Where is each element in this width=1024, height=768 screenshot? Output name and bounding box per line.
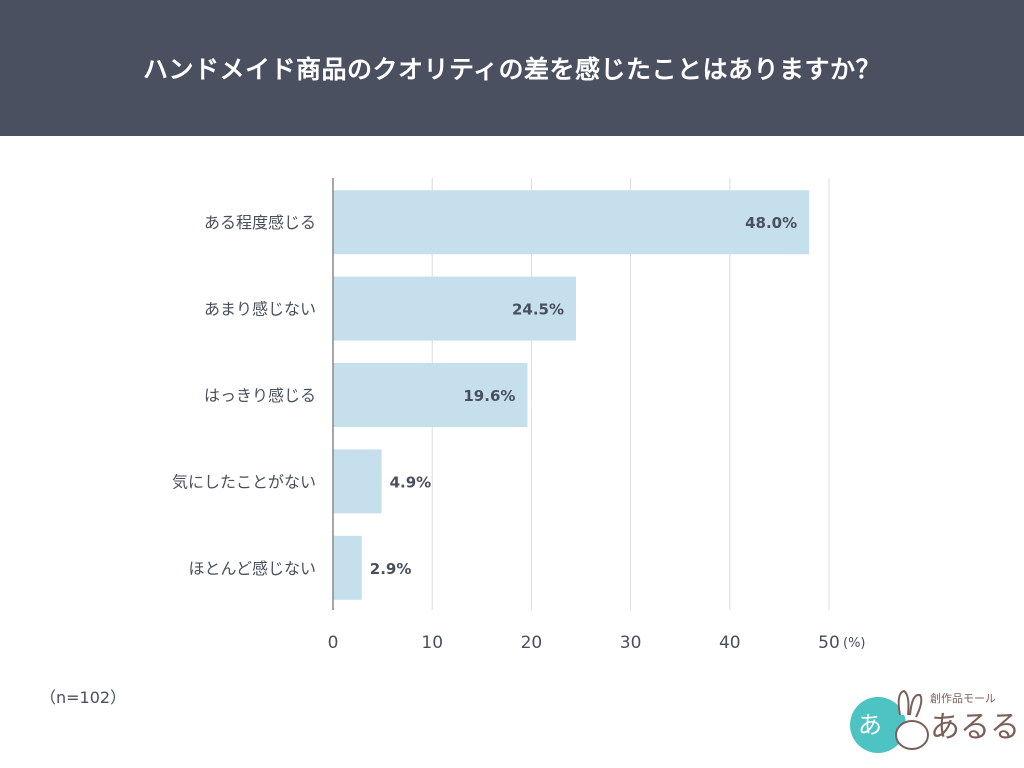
x-tick-label: 0	[328, 633, 339, 653]
category-label: ある程度感じる	[204, 213, 316, 232]
category-label: はっきり感じる	[204, 386, 316, 405]
data-label: 48.0%	[745, 214, 797, 232]
data-label: 4.9%	[390, 473, 432, 491]
data-label: 19.6%	[463, 387, 515, 405]
x-tick-label: 50	[818, 633, 840, 653]
svg-text:創作品モール: 創作品モール	[930, 691, 996, 705]
bar	[333, 276, 577, 341]
sample-size-note: （n=102）	[40, 688, 127, 707]
bar	[333, 449, 382, 514]
svg-text:あるる: あるる	[930, 710, 1020, 745]
bar	[333, 190, 810, 255]
category-label: 気にしたことがない	[172, 472, 316, 491]
aruru-logo: あ 創作品モール あるる	[850, 689, 1020, 753]
chart-title: ハンドメイド商品のクオリティの差を感じたことはありますか？	[142, 55, 881, 84]
x-tick-label: 10	[421, 633, 443, 653]
bar	[333, 363, 528, 427]
title-banner: ハンドメイド商品のクオリティの差を感じたことはありますか？	[0, 0, 1024, 136]
bar	[333, 535, 362, 600]
data-label: 2.9%	[370, 560, 412, 578]
x-tick-label: 20	[521, 633, 543, 653]
category-label: ほとんど感じない	[188, 559, 316, 578]
category-label: あまり感じない	[204, 300, 316, 319]
x-tick-label: 30	[620, 633, 642, 653]
svg-text:あ: あ	[858, 711, 882, 739]
x-unit-label: (%)	[843, 636, 866, 651]
x-tick-label: 40	[719, 633, 741, 653]
data-label: 24.5%	[512, 301, 564, 319]
